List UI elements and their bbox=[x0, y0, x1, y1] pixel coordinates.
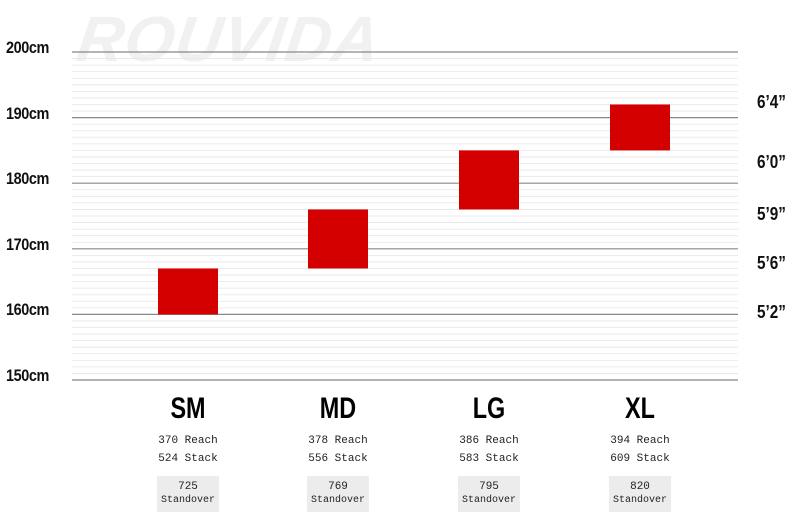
standover-label: Standover bbox=[461, 495, 516, 506]
standover-value: 769 bbox=[328, 481, 348, 493]
standover-badge: 769 Standover bbox=[307, 476, 369, 512]
y-tick-label: 200cm bbox=[6, 38, 49, 57]
height-label: 5’9” bbox=[757, 204, 786, 224]
standover-value: 820 bbox=[630, 481, 650, 493]
size-name: MD bbox=[319, 392, 357, 425]
reach-value: 394 Reach bbox=[610, 435, 670, 447]
height-label: 6’0” bbox=[757, 151, 786, 172]
bar-sm bbox=[158, 268, 218, 315]
size-name: LG bbox=[472, 392, 506, 425]
standover-badge: 725 Standover bbox=[157, 476, 219, 512]
y-tick-label: 180cm bbox=[6, 169, 49, 189]
standover-label: Standover bbox=[160, 495, 215, 506]
standover-value: 725 bbox=[178, 481, 198, 493]
stack-value: 524 Stack bbox=[158, 453, 218, 465]
bar-xl bbox=[610, 104, 670, 151]
size-column-sm: SM 370 Reach 524 Stack 725 Standover bbox=[133, 390, 243, 512]
y-tick-label: 160cm bbox=[6, 300, 49, 320]
stack-value: 556 Stack bbox=[308, 453, 368, 465]
reach-value: 370 Reach bbox=[158, 435, 218, 447]
size-name: XL bbox=[625, 392, 655, 425]
reach-value: 378 Reach bbox=[308, 435, 368, 447]
y-tick-label: 170cm bbox=[6, 234, 49, 254]
size-column-lg: LG 386 Reach 583 Stack 795 Standover bbox=[434, 390, 544, 512]
y-tick-label: 150cm bbox=[6, 366, 49, 385]
bar-md bbox=[308, 209, 368, 269]
size-name: SM bbox=[170, 392, 206, 425]
stack-value: 583 Stack bbox=[459, 453, 519, 465]
standover-badge: 820 Standover bbox=[609, 476, 671, 512]
standover-label: Standover bbox=[612, 495, 667, 506]
height-label: 6’4” bbox=[757, 92, 786, 113]
height-label: 5’2” bbox=[757, 302, 786, 323]
standover-value: 795 bbox=[479, 481, 499, 493]
standover-label: Standover bbox=[310, 495, 365, 506]
standover-badge: 795 Standover bbox=[458, 476, 520, 512]
reach-value: 386 Reach bbox=[459, 435, 519, 447]
stack-value: 609 Stack bbox=[610, 453, 670, 465]
height-label: 5’6” bbox=[757, 253, 786, 274]
y-tick-label: 190cm bbox=[6, 103, 49, 123]
size-column-xl: XL 394 Reach 609 Stack 820 Standover bbox=[585, 390, 695, 512]
bar-lg bbox=[459, 150, 519, 210]
size-column-md: MD 378 Reach 556 Stack 769 Standover bbox=[283, 390, 393, 512]
